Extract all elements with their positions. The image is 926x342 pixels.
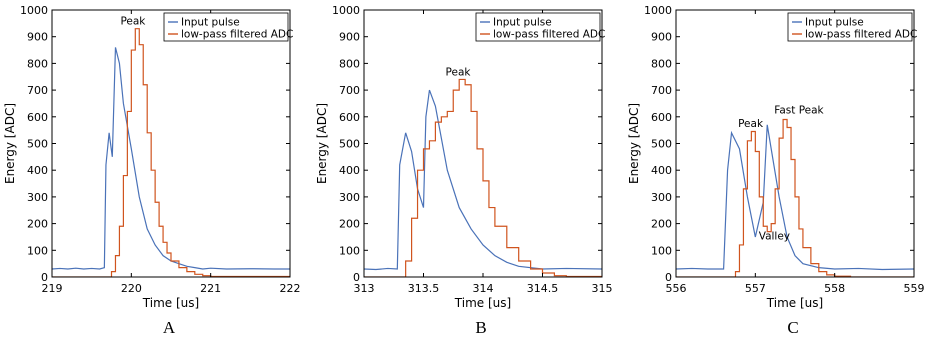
plot-frame: [51, 9, 291, 278]
filtered-adc-line: [364, 78, 602, 277]
plot-frame: [363, 9, 603, 278]
input-pulse-line: [364, 89, 602, 271]
filtered-adc-line: [676, 118, 914, 277]
y-tick-label: 900: [339, 31, 360, 44]
input-pulse-line: [676, 124, 914, 271]
y-tick-label: 1000: [20, 4, 48, 17]
y-tick-label: 0: [353, 271, 360, 284]
legend-box: [787, 12, 913, 42]
x-tick-label: 219: [42, 282, 63, 295]
y-tick-label: 400: [27, 164, 48, 177]
y-tick-label: 900: [27, 31, 48, 44]
x-tick-label: 222: [280, 282, 301, 295]
legend-entry: Input pulse: [493, 17, 552, 29]
y-tick-label: 700: [27, 84, 48, 97]
x-tick-label: 557: [745, 282, 766, 295]
y-tick-label: 300: [27, 191, 48, 204]
chart-panel-b: 0 100 200 300 400 500 600 700 800 900 1000 313 313.5…: [315, 4, 613, 337]
legend-entry: low-pass filtered ADC: [805, 29, 917, 41]
annotation-label: Peak: [446, 66, 472, 78]
panel-label: A: [163, 318, 176, 337]
legend-box: [163, 12, 289, 42]
y-tick-label: 500: [651, 138, 672, 151]
legend-entry: low-pass filtered ADC: [181, 29, 293, 41]
annotation-label: Peak: [738, 118, 764, 130]
y-tick-label: 800: [27, 57, 48, 70]
annotation-label: Peak: [120, 16, 146, 28]
x-tick-label: 558: [824, 282, 845, 295]
y-tick-label: 1000: [644, 4, 672, 17]
filtered-adc-line: [52, 28, 290, 277]
x-tick-label: 314: [473, 282, 494, 295]
annotation-label: Fast Peak: [774, 105, 824, 117]
y-tick-label: 1000: [332, 4, 360, 17]
y-tick-label: 100: [651, 244, 672, 257]
input-pulse-line: [52, 47, 290, 270]
y-tick-label: 100: [339, 244, 360, 257]
y-axis-label: Energy [ADC]: [315, 103, 329, 184]
legend-entry: low-pass filtered ADC: [493, 29, 605, 41]
y-tick-label: 600: [651, 111, 672, 124]
y-tick-label: 0: [41, 271, 48, 284]
y-axis-label: Energy [ADC]: [627, 103, 641, 184]
x-tick-label: 221: [200, 282, 221, 295]
y-tick-label: 800: [651, 57, 672, 70]
y-tick-label: 600: [27, 111, 48, 124]
legend-box: [475, 12, 601, 42]
x-axis-label: Time [us]: [142, 296, 199, 310]
x-tick-label: 315: [592, 282, 613, 295]
x-tick-label: 313: [354, 282, 375, 295]
y-tick-label: 300: [651, 191, 672, 204]
y-tick-label: 400: [651, 164, 672, 177]
y-tick-label: 700: [339, 84, 360, 97]
x-tick-label: 559: [904, 282, 925, 295]
y-tick-label: 400: [339, 164, 360, 177]
y-axis-label: Energy [ADC]: [3, 103, 17, 184]
y-tick-label: 100: [27, 244, 48, 257]
y-tick-label: 200: [339, 218, 360, 231]
y-tick-label: 500: [339, 138, 360, 151]
y-tick-label: 0: [665, 271, 672, 284]
y-tick-label: 200: [651, 218, 672, 231]
y-tick-label: 300: [339, 191, 360, 204]
annotation-label: Valley: [759, 231, 790, 243]
plot-frame: [675, 9, 915, 278]
x-tick-label: 220: [121, 282, 142, 295]
y-tick-label: 500: [27, 138, 48, 151]
y-tick-label: 900: [651, 31, 672, 44]
legend-entry: Input pulse: [805, 17, 864, 29]
legend-entry: Input pulse: [181, 17, 240, 29]
y-tick-label: 700: [651, 84, 672, 97]
x-axis-label: Time [us]: [454, 296, 511, 310]
x-tick-label: 556: [666, 282, 687, 295]
chart-panel-a: 0 100 200 300 400 500 600 700 800 900 1000 219 220 22…: [3, 4, 301, 337]
panel-label: C: [787, 318, 798, 337]
x-axis-label: Time [us]: [766, 296, 823, 310]
y-tick-label: 200: [27, 218, 48, 231]
chart-panel-c: 0 100 200 300 400 500 600 700 800 900 1000 556 557 55…: [627, 4, 925, 337]
y-tick-label: 800: [339, 57, 360, 70]
x-tick-label: 313.5: [408, 282, 440, 295]
x-tick-label: 314.5: [527, 282, 559, 295]
panel-label: B: [475, 318, 486, 337]
y-tick-label: 600: [339, 111, 360, 124]
